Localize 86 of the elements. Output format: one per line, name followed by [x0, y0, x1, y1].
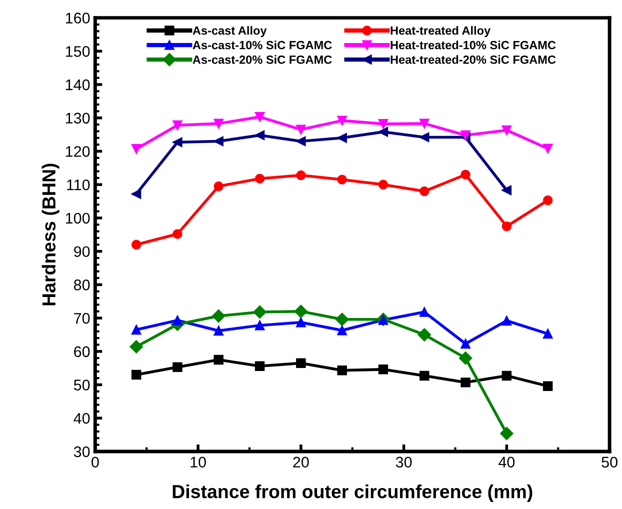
- point: [420, 307, 430, 317]
- point: [131, 144, 142, 154]
- y-tick-label: 30: [74, 446, 90, 458]
- point: [418, 328, 431, 342]
- y-tick-label: 140: [66, 79, 90, 90]
- y-tick-label: 130: [66, 112, 90, 124]
- point: [254, 361, 265, 371]
- point: [337, 133, 347, 143]
- point: [172, 120, 182, 130]
- point: [542, 144, 553, 154]
- legend-label: As-cast Alloy: [192, 26, 267, 38]
- y-tick-label: 100: [66, 212, 90, 224]
- point: [254, 130, 265, 140]
- x-tick-label: 30: [396, 456, 412, 468]
- point: [337, 366, 347, 376]
- point: [460, 338, 470, 349]
- x-tick-label: 0: [92, 456, 99, 468]
- point: [172, 316, 182, 326]
- y-tick-label: 80: [74, 280, 90, 290]
- legend-label: As-cast-20% SiC FGAMC: [192, 55, 332, 64]
- point: [378, 364, 388, 374]
- point: [502, 221, 512, 232]
- point: [420, 370, 430, 381]
- y-tick-label: 150: [66, 46, 90, 57]
- point: [460, 170, 470, 180]
- point: [130, 340, 143, 354]
- point: [502, 185, 512, 196]
- point: [337, 116, 347, 126]
- point: [296, 170, 306, 180]
- point: [378, 119, 388, 129]
- x-axis-title: Distance from outer circumference (mm): [172, 484, 532, 502]
- y-tick-label: 70: [74, 312, 90, 324]
- y-tick-label: 110: [67, 179, 90, 190]
- point: [172, 362, 182, 372]
- y-tick-label: 160: [66, 12, 90, 24]
- point: [296, 318, 306, 328]
- y-tick-label: 40: [74, 412, 90, 424]
- point: [254, 112, 265, 122]
- point: [294, 304, 308, 318]
- point: [500, 426, 514, 440]
- x-tick-label: 50: [602, 456, 618, 468]
- point: [254, 174, 265, 184]
- point: [335, 312, 349, 326]
- y-axis-title: Hardness (BHN): [42, 164, 60, 306]
- point: [502, 370, 512, 381]
- y-tick-label: 90: [74, 246, 90, 258]
- point: [131, 189, 142, 199]
- point: [460, 378, 470, 388]
- point: [420, 186, 430, 196]
- legend-label: As-cast-10% SiC FGAMC: [192, 40, 332, 50]
- point: [172, 229, 182, 239]
- y-tick-label: 60: [74, 346, 90, 358]
- legend-label: Heat-treated Alloy: [390, 26, 491, 38]
- point: [542, 381, 553, 391]
- point: [296, 124, 306, 134]
- point: [542, 195, 553, 206]
- point: [253, 305, 266, 319]
- point: [542, 328, 553, 339]
- point: [378, 127, 388, 137]
- point: [502, 125, 512, 136]
- point: [420, 132, 430, 142]
- point: [378, 180, 388, 190]
- y-tick-label: 120: [66, 146, 90, 157]
- point: [254, 320, 265, 330]
- point: [214, 326, 224, 336]
- x-tick-label: 40: [498, 456, 515, 468]
- legend-label: Heat-treated-10% SiC FGAMC: [390, 40, 556, 50]
- point: [214, 354, 224, 365]
- point: [131, 324, 142, 335]
- y-tick-label: 50: [74, 380, 90, 390]
- legend-label: Heat-treated-20% SiC FGAMC: [390, 55, 556, 64]
- point: [337, 326, 347, 336]
- point: [172, 137, 182, 148]
- point: [458, 351, 472, 365]
- x-tick-label: 10: [190, 456, 206, 468]
- point: [131, 370, 142, 380]
- point: [502, 316, 512, 326]
- point: [296, 136, 306, 146]
- point: [296, 358, 306, 368]
- point: [420, 118, 430, 128]
- point: [214, 181, 224, 192]
- point: [337, 174, 347, 184]
- point: [212, 309, 226, 323]
- x-tick-label: 20: [293, 456, 309, 468]
- point: [131, 240, 142, 250]
- point: [214, 118, 224, 128]
